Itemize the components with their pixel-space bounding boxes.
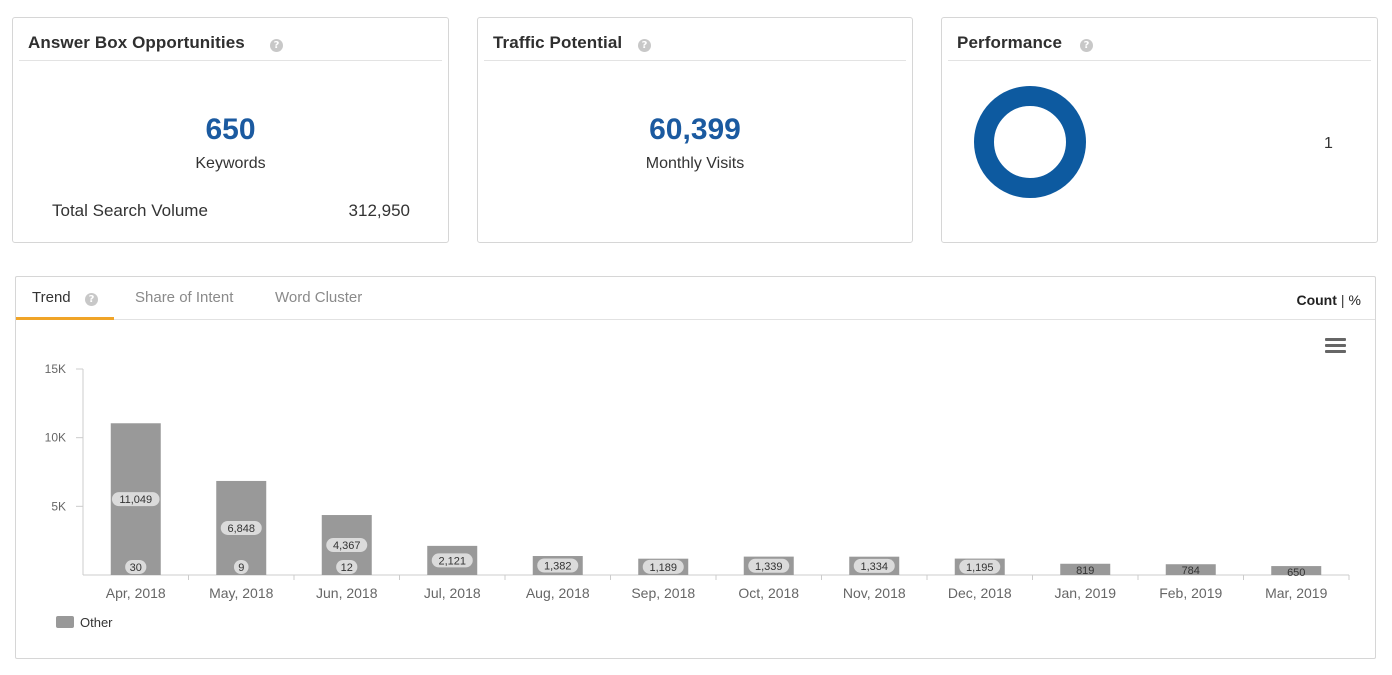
help-icon[interactable]: ? (638, 39, 651, 52)
monthly-visits-label: Monthly Visits (645, 155, 745, 172)
keywords-label: Keywords (195, 155, 266, 172)
help-icon[interactable]: ? (1080, 39, 1093, 52)
toggle-separator: | (1340, 292, 1345, 308)
performance-donut-chart[interactable] (970, 82, 1090, 202)
total-search-volume-label: Total Search Volume (52, 201, 208, 220)
legend-label-other: Other (80, 615, 113, 630)
performance-card: Performance ? 1 (941, 17, 1378, 243)
legend-swatch (56, 616, 74, 628)
performance-title: Performance (957, 33, 1063, 52)
total-search-volume-value: 312,950 (348, 201, 410, 220)
trend-panel (15, 276, 1376, 659)
donut-ring (974, 86, 1086, 198)
monthly-visits-count: 60,399 (649, 113, 741, 146)
active-tab-indicator (16, 317, 114, 320)
tab-trend[interactable]: Trend (32, 289, 71, 306)
answer-box-card: Answer Box Opportunities ? 650 Keywords … (12, 17, 449, 243)
performance-header: Performance ? (948, 18, 1371, 61)
help-icon[interactable]: ? (85, 293, 98, 306)
traffic-potential-card: Traffic Potential ? 60,399 Monthly Visit… (477, 17, 913, 243)
tab-share-of-intent[interactable]: Share of Intent (135, 289, 234, 306)
count-percent-toggle: Count |% (1296, 292, 1361, 308)
traffic-potential-title: Traffic Potential (493, 33, 623, 52)
percent-toggle[interactable]: % (1348, 292, 1361, 308)
traffic-potential-header: Traffic Potential ? (484, 18, 906, 61)
answer-box-header: Answer Box Opportunities ? (19, 18, 442, 61)
performance-value: 1 (1324, 135, 1333, 152)
keywords-count: 650 (205, 113, 256, 146)
answer-box-title: Answer Box Opportunities (28, 33, 245, 52)
tab-bar: Trend ? Share of Intent Word Cluster Cou… (16, 277, 1375, 320)
help-icon[interactable]: ? (270, 39, 283, 52)
chart-legend[interactable]: Other (56, 615, 113, 630)
hamburger-menu-icon[interactable] (1325, 338, 1346, 354)
count-toggle[interactable]: Count (1296, 292, 1337, 308)
tab-word-cluster[interactable]: Word Cluster (275, 289, 363, 306)
